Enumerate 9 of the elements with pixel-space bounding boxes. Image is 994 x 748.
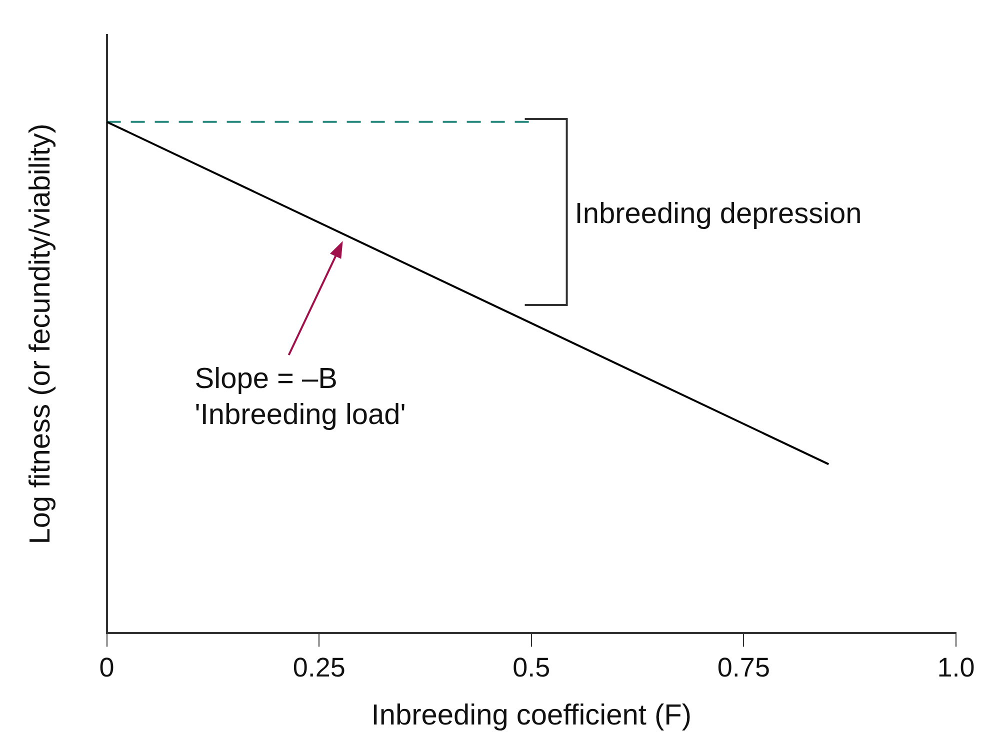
- y-axis-title: Log fitness (or fecundity/viability): [24, 124, 56, 544]
- x-tick-label: 1.0: [937, 652, 975, 682]
- x-tick-label: 0: [99, 652, 114, 682]
- x-tick-label: 0.25: [292, 652, 346, 682]
- x-tick-label: 0.5: [512, 652, 550, 682]
- annotation: Slope = –B 'Inbreeding load': [194, 363, 406, 431]
- x-tick-label: 0.75: [717, 652, 770, 682]
- x-axis-title: Inbreeding coefficient (F): [371, 700, 692, 732]
- annotation: Inbreeding depression: [574, 198, 862, 230]
